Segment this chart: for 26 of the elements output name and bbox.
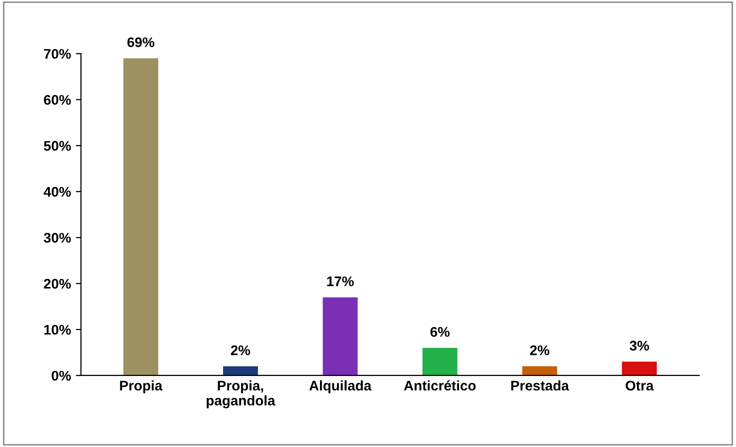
bar bbox=[422, 348, 458, 376]
x-tick-label: Propia, pagandola bbox=[206, 380, 276, 408]
x-tick-label: Propia bbox=[120, 380, 162, 394]
data-label: 3% bbox=[630, 340, 650, 351]
y-tick-label: 70% bbox=[44, 48, 71, 59]
data-label: 2% bbox=[230, 345, 250, 356]
y-tick-label: 20% bbox=[44, 278, 71, 289]
x-tick-label: Prestada bbox=[511, 380, 570, 391]
y-tick-label: 10% bbox=[44, 324, 71, 335]
data-label: 6% bbox=[430, 326, 450, 337]
bar bbox=[622, 362, 657, 376]
bar bbox=[522, 366, 558, 376]
y-tick-label: 40% bbox=[44, 186, 71, 197]
y-tick-label: 0% bbox=[52, 370, 71, 381]
y-tick-label: 60% bbox=[44, 94, 71, 105]
bar bbox=[123, 58, 158, 376]
data-label: 69% bbox=[127, 37, 154, 48]
bar bbox=[322, 297, 358, 376]
x-tick-label: Otra bbox=[626, 380, 654, 391]
y-tick-label: 30% bbox=[44, 232, 71, 243]
x-tick-label: Alquilada bbox=[309, 380, 372, 394]
y-tick-label: 50% bbox=[44, 140, 71, 151]
bar bbox=[223, 366, 258, 376]
x-tick-label: Anticrético bbox=[404, 380, 476, 391]
data-label: 17% bbox=[327, 276, 354, 286]
data-label: 2% bbox=[530, 345, 550, 356]
